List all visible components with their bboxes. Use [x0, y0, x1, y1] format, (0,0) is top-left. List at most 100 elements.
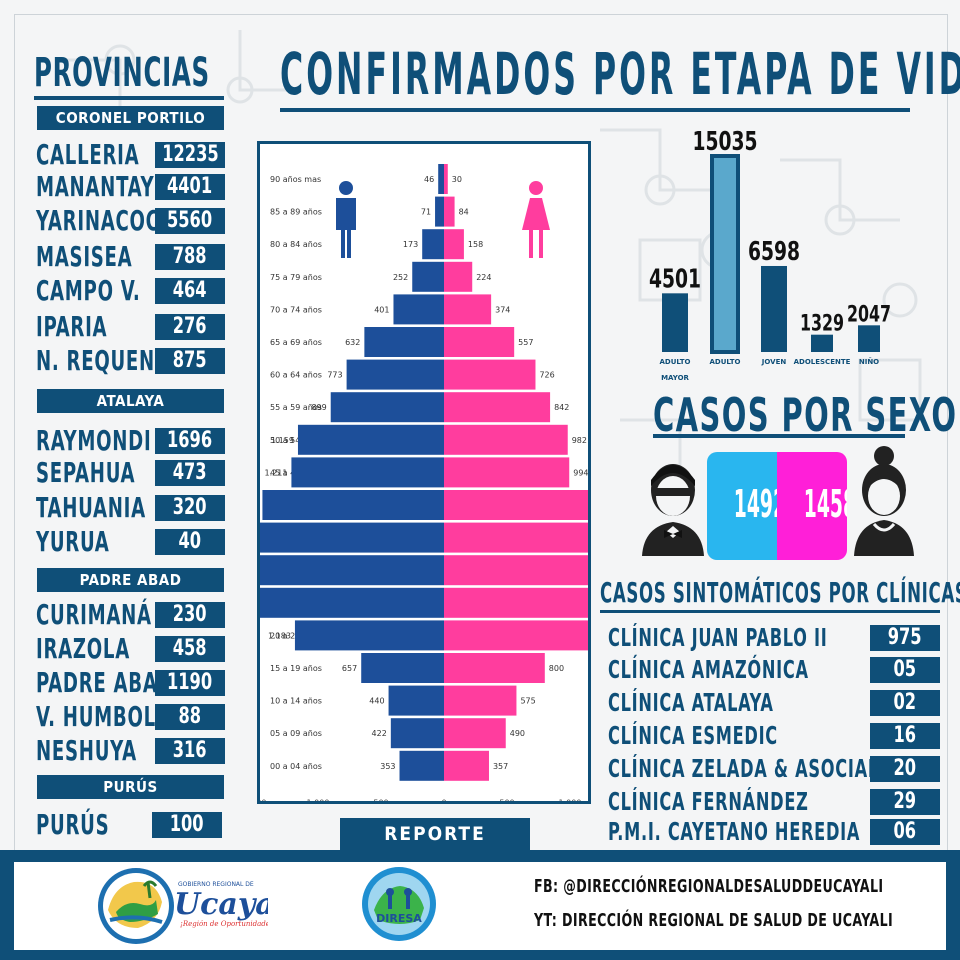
male-bar: [364, 327, 444, 357]
clinic-row: CLÍNICA FERNÁNDEZ 29: [608, 788, 942, 816]
clinic-value-box: 16: [870, 723, 940, 749]
female-value-label: 374: [495, 305, 510, 314]
clinic-value-box: 975: [870, 625, 940, 651]
male-value-label: 440: [369, 697, 384, 706]
sex-section-title: CASOS POR SEXO: [653, 388, 958, 442]
provinces-title: PROVINCIAS: [34, 50, 210, 96]
province-value: 100: [170, 812, 204, 837]
logo-tagline: ¡Región de Oportunidades!: [180, 920, 268, 928]
clinic-name: CLÍNICA ESMEDIC: [608, 721, 778, 750]
life-stage-value: 1329: [800, 310, 844, 336]
province-name: NESHUYA: [36, 734, 137, 767]
province-value: 875: [173, 348, 207, 373]
province-value-box: 88: [155, 704, 225, 730]
clinic-value-box: 02: [870, 690, 940, 716]
female-value-label: 357: [493, 762, 508, 771]
province-value: 230: [173, 602, 207, 627]
male-bar: [291, 457, 444, 488]
clinic-row: CLÍNICA AMAZÓNICA 05: [608, 656, 942, 684]
life-stage-label: MAYOR: [661, 374, 689, 382]
woman-icon: [854, 446, 914, 556]
population-pyramid-chart: 2.0001.5001.00050005001.0001.5002.00090 …: [181, 164, 707, 807]
age-group-label: 50 a 54 años: [270, 436, 322, 445]
life-stage-label: ADULTO: [710, 358, 741, 366]
x-tick-label: 500: [373, 798, 388, 801]
female-bar: [444, 457, 570, 488]
province-value-box: 1190: [155, 670, 225, 696]
province-name: CALLERIA: [36, 138, 140, 171]
female-value-label: 726: [539, 371, 554, 380]
clinic-value-box: 20: [870, 756, 940, 782]
province-value: 40: [178, 529, 202, 554]
province-row: SEPAHUA 473: [36, 458, 226, 488]
clinic-value: 02: [893, 690, 917, 715]
life-stage-value: 2047: [847, 301, 891, 327]
male-value-label: 899: [311, 403, 326, 412]
life-stage-bar-chart: 4501 ADULTO MAYOR 15035 ADULTO 6598 JOVEN 1329 A…: [649, 127, 891, 382]
female-bar: [444, 327, 515, 357]
province-value-box: 40: [155, 529, 225, 555]
female-bar: [444, 424, 568, 455]
clinic-row: CLÍNICA ESMEDIC 16: [608, 722, 942, 750]
youtube-channel: YT: DIRECCIÓN REGIONAL DE SALUD DE UCAYA…: [534, 910, 894, 931]
official-report-badge: REPORTE OFICIAL: [340, 818, 530, 877]
female-bar: [444, 555, 662, 586]
province-row: IPARIA 276: [36, 312, 226, 342]
province-name: PADRE ABAD: [36, 666, 174, 699]
province-row: CAMPO V. 464: [36, 276, 226, 306]
age-group-label: 75 a 79 años: [270, 273, 322, 282]
province-name: CAMPO V.: [36, 274, 141, 307]
male-bar: [438, 164, 444, 194]
province-row: NESHUYA 316: [36, 736, 226, 766]
province-value: 788: [173, 244, 207, 269]
age-group-label: 65 a 69 años: [270, 338, 322, 347]
province-value: 12235: [161, 142, 219, 167]
male-bar: [229, 587, 444, 618]
province-row: CALLERIA 12235: [36, 140, 226, 170]
life-stage-value: 4501: [649, 264, 701, 294]
male-value-label: 632: [345, 338, 360, 347]
province-value-box: 4401: [155, 174, 225, 200]
province-value-box: 12235: [155, 142, 225, 168]
clinic-name: CLÍNICA ATALAYA: [608, 688, 774, 717]
province-value: 316: [173, 738, 207, 763]
female-value-label: 158: [468, 240, 483, 249]
male-value-label: 657: [342, 664, 357, 673]
age-group-label: 00 a 04 años: [270, 762, 322, 771]
female-bar: [444, 196, 455, 227]
male-cases-box: 14921: [707, 452, 799, 560]
life-stage-label: NIÑO: [859, 357, 879, 366]
logo-small-text: GOBIERNO REGIONAL DE: [178, 881, 254, 888]
age-group-label: 15 a 19 años: [270, 664, 322, 673]
female-bar: [444, 392, 551, 423]
x-tick-label: 500: [499, 798, 514, 801]
life-stage-value: 15035: [692, 127, 757, 157]
province-name: N. REQUENA: [36, 344, 170, 377]
facebook-handle: FB: @DIRECCIÓNREGIONALDESALUDDEUCAYALI: [534, 876, 884, 897]
male-bar: [388, 685, 444, 716]
population-pyramid-panel: 2.0001.5001.00050005001.0001.5002.00090 …: [181, 141, 707, 807]
province-name: MANANTAY: [36, 170, 155, 203]
divider: [600, 610, 940, 613]
age-group-label: 10 a 14 años: [270, 697, 322, 706]
female-bar: [444, 653, 545, 683]
sex-cases-panel: 14921 14589: [707, 452, 847, 560]
male-value-label: 773: [327, 371, 342, 380]
gobierno-regional-ucayali-logo: GOBIERNO REGIONAL DE Ucayali ¡Región de …: [98, 868, 268, 944]
divider: [653, 434, 905, 438]
group-header-padre-abad: PADRE ABAD: [37, 568, 224, 592]
x-tick-label: 1.500: [260, 798, 266, 801]
province-value: 320: [173, 495, 207, 520]
female-bar: [444, 685, 517, 716]
logo-ucayali-text: Ucayali: [174, 887, 268, 922]
male-bar: [435, 196, 444, 227]
male-figure-icon: [336, 181, 356, 258]
province-row: TAHUANIA 320: [36, 493, 226, 523]
life-stage-bar: [710, 154, 740, 354]
province-value: 464: [173, 278, 207, 303]
province-name: CURIMANÁ: [36, 598, 152, 631]
clinic-name: CLÍNICA FERNÁNDEZ: [608, 787, 809, 816]
province-row: MANANTAY 4401: [36, 172, 226, 202]
life-stage-bar: [811, 334, 833, 352]
